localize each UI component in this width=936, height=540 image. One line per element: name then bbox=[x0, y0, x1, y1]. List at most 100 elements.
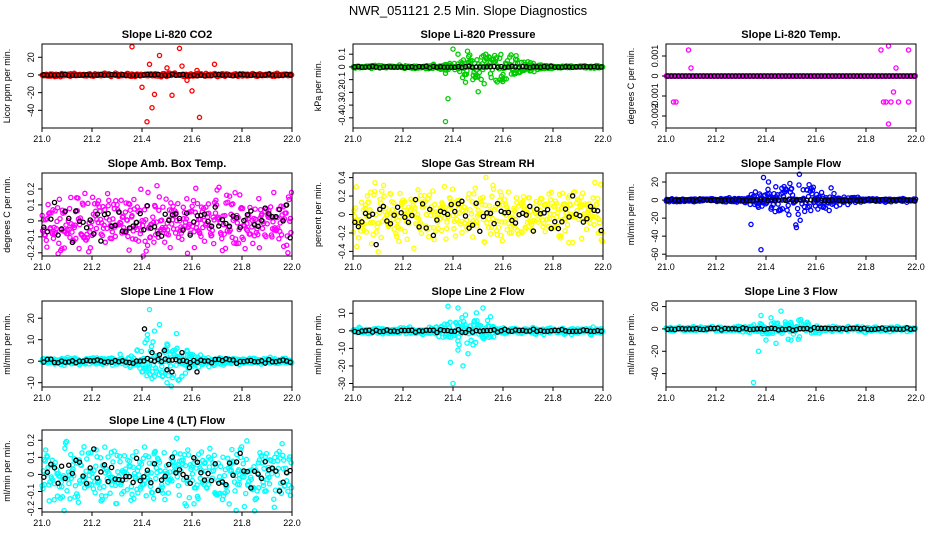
reference-point bbox=[718, 73, 725, 79]
data-point bbox=[427, 212, 434, 219]
data-point bbox=[136, 472, 142, 478]
data-point bbox=[114, 201, 120, 208]
data-point bbox=[784, 207, 790, 213]
data-point bbox=[84, 235, 91, 241]
data-point bbox=[562, 228, 568, 234]
y-tick-label: -20 bbox=[26, 86, 36, 99]
data-point bbox=[271, 189, 277, 196]
data-point bbox=[113, 500, 120, 507]
data-point bbox=[432, 201, 438, 208]
y-tick-label: 20 bbox=[650, 177, 660, 187]
data-point bbox=[355, 235, 362, 241]
outlier-point bbox=[156, 321, 163, 328]
data-point bbox=[185, 452, 192, 458]
data-point bbox=[131, 196, 137, 203]
x-tick-label: 22.0 bbox=[594, 393, 612, 403]
data-point bbox=[90, 474, 96, 481]
data-point bbox=[160, 204, 166, 210]
data-point bbox=[371, 188, 378, 195]
x-tick-label: 22.0 bbox=[283, 134, 301, 144]
y-tick-label: 0.4 bbox=[337, 171, 347, 184]
reference-point bbox=[854, 73, 860, 79]
data-point bbox=[175, 483, 182, 489]
data-point bbox=[828, 185, 834, 191]
y-tick-label: 0 bbox=[337, 212, 347, 217]
y-tick-label: -0.002 bbox=[650, 103, 660, 129]
points bbox=[350, 174, 606, 255]
outlier-point bbox=[758, 312, 764, 319]
data-point bbox=[752, 189, 759, 195]
data-point bbox=[464, 68, 470, 74]
outlier-point bbox=[765, 179, 772, 185]
reference-point bbox=[754, 73, 760, 79]
outlier-point bbox=[149, 104, 155, 111]
x-tick-label: 21.6 bbox=[494, 134, 512, 144]
reference-point bbox=[412, 196, 419, 203]
data-point bbox=[481, 239, 488, 246]
outlier-point bbox=[878, 47, 884, 53]
data-point bbox=[473, 310, 480, 316]
reference-point bbox=[405, 64, 412, 70]
y-axis-label: kPa per min. bbox=[313, 61, 323, 112]
outlier-point bbox=[670, 99, 677, 105]
data-point bbox=[174, 435, 180, 441]
data-point bbox=[150, 214, 156, 220]
data-point bbox=[358, 199, 365, 205]
data-point bbox=[76, 245, 82, 252]
data-point bbox=[158, 217, 165, 223]
data-point bbox=[190, 197, 197, 204]
data-point bbox=[597, 181, 604, 188]
data-point bbox=[44, 454, 51, 460]
y-tick-label: -0.2 bbox=[26, 245, 36, 261]
data-point bbox=[153, 475, 159, 482]
data-point bbox=[118, 197, 124, 204]
x-tick-label: 21.6 bbox=[494, 262, 512, 272]
y-axis-label: degrees C per min. bbox=[626, 48, 636, 125]
x-tick-label: 21.8 bbox=[544, 262, 562, 272]
data-point bbox=[75, 499, 82, 506]
x-tick-label: 21.0 bbox=[344, 134, 362, 144]
outlier-point bbox=[179, 373, 185, 380]
reference-point bbox=[530, 64, 537, 70]
data-point bbox=[278, 232, 285, 238]
panel-title: Slope Li-820 Pressure bbox=[421, 29, 536, 41]
data-point bbox=[205, 201, 212, 207]
x-tick-label: 21.0 bbox=[657, 262, 675, 272]
y-tick-label: 0 bbox=[26, 359, 36, 364]
data-point bbox=[259, 225, 266, 232]
y-tick-label: -40 bbox=[650, 367, 660, 380]
y-axis-label: ml/min per min. bbox=[2, 440, 12, 502]
panel-title: Slope Amb. Box Temp. bbox=[108, 158, 227, 170]
y-axis-label: Licor ppm per min. bbox=[2, 49, 12, 124]
data-point bbox=[449, 186, 456, 192]
data-point bbox=[438, 227, 445, 234]
data-point bbox=[91, 201, 98, 207]
data-point bbox=[144, 242, 151, 249]
outlier-point bbox=[156, 52, 163, 59]
data-point bbox=[456, 68, 463, 75]
y-tick-label: -10 bbox=[26, 376, 36, 389]
data-point bbox=[151, 239, 157, 245]
outlier-point bbox=[184, 347, 190, 354]
reference-point bbox=[829, 73, 835, 79]
reference-point bbox=[98, 238, 104, 244]
y-tick-label: -10 bbox=[337, 342, 347, 355]
data-point bbox=[505, 189, 512, 195]
data-point bbox=[498, 51, 504, 58]
reference-point bbox=[359, 219, 365, 225]
data-point bbox=[126, 247, 132, 253]
data-point bbox=[453, 216, 460, 223]
x-tick-label: 21.6 bbox=[807, 134, 825, 144]
outlier-point bbox=[748, 221, 754, 228]
data-point bbox=[43, 237, 50, 244]
data-point bbox=[270, 219, 276, 225]
outlier-point bbox=[525, 59, 531, 65]
reference-point bbox=[594, 208, 601, 214]
data-point bbox=[180, 204, 187, 211]
y-tick-label: -20 bbox=[650, 212, 660, 225]
data-point bbox=[65, 217, 72, 224]
data-point bbox=[390, 216, 396, 223]
